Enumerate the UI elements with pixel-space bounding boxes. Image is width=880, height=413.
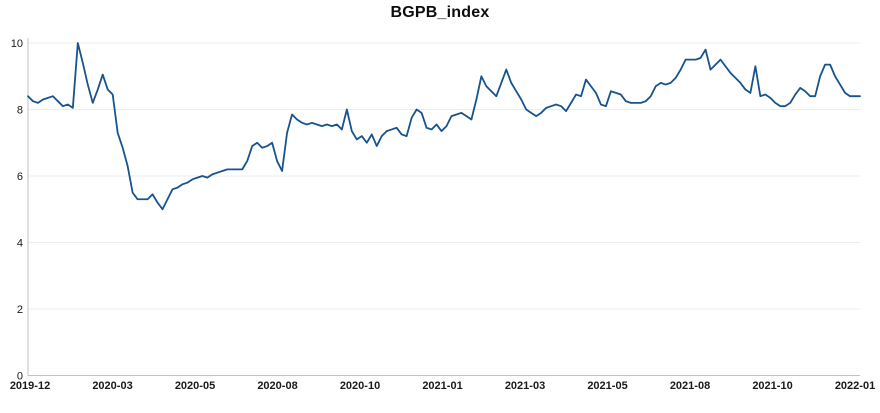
x-tick-label-2021-03: 2021-03 <box>505 380 545 392</box>
y-tick-label-2: 2 <box>17 304 23 316</box>
x-tick-label-2020-03: 2020-03 <box>92 380 132 392</box>
y-tick-label-4: 4 <box>17 238 23 250</box>
x-tick-label-2022-01: 2022-01 <box>835 380 875 392</box>
index-series-line <box>27 42 861 211</box>
chart-title: BGPB_index <box>390 4 490 21</box>
x-tick-label-2020-05: 2020-05 <box>175 380 215 392</box>
x-tick-label-2020-10: 2020-10 <box>340 380 380 392</box>
x-tick-label-2021-05: 2021-05 <box>587 380 627 392</box>
y-tick-label-0: 0 <box>17 371 23 383</box>
y-tick-label-8: 8 <box>17 105 23 117</box>
y-tick-label-10: 10 <box>11 38 23 50</box>
x-tick-label-2021-10: 2021-10 <box>752 380 792 392</box>
x-tick-label-2021-08: 2021-08 <box>670 380 710 392</box>
x-tick-label-2019-12: 2019-12 <box>10 380 50 392</box>
y-tick-label-6: 6 <box>17 171 23 183</box>
x-tick-label-2020-08: 2020-08 <box>257 380 297 392</box>
x-tick-label-2021-01: 2021-01 <box>422 380 462 392</box>
